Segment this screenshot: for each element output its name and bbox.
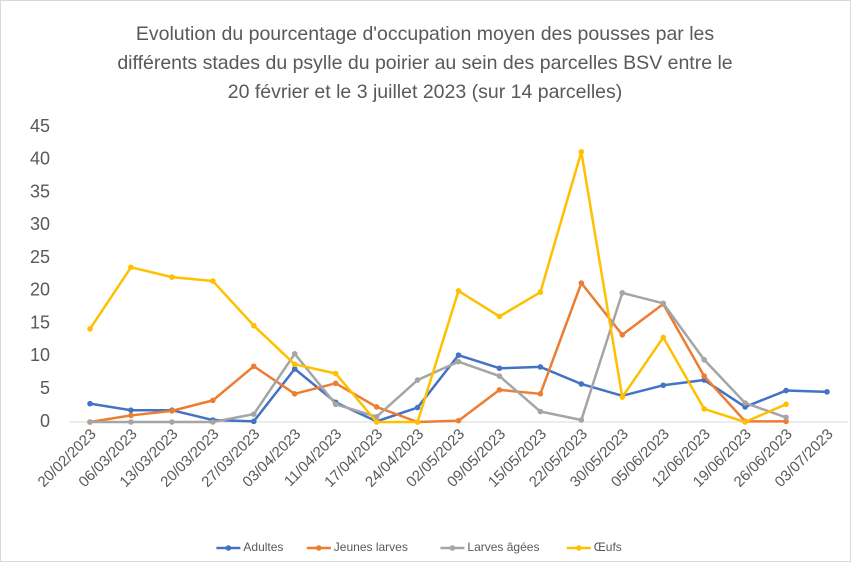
point-marker xyxy=(660,334,667,341)
point-marker xyxy=(701,356,707,363)
point-marker xyxy=(496,387,503,393)
point-marker xyxy=(537,408,544,415)
point-marker xyxy=(250,418,257,425)
point-marker xyxy=(537,364,544,370)
chart-title: différents stades du psylle du poirier a… xyxy=(117,52,732,74)
series-line xyxy=(90,291,787,424)
legend-marker xyxy=(316,545,322,551)
legend-marker xyxy=(576,545,582,551)
point-marker xyxy=(169,408,175,414)
point-marker xyxy=(291,366,298,372)
point-marker xyxy=(291,361,298,368)
legend-label: Œufs xyxy=(594,540,622,554)
y-tick-label: 10 xyxy=(30,345,50,365)
point-marker xyxy=(701,406,707,412)
y-tick-label: 30 xyxy=(30,214,50,234)
point-marker xyxy=(619,332,626,338)
point-marker xyxy=(414,377,421,383)
point-marker xyxy=(578,149,585,155)
point-marker xyxy=(87,419,93,425)
point-marker xyxy=(537,289,544,296)
y-tick-label: 20 xyxy=(30,280,50,300)
point-marker xyxy=(87,326,93,332)
y-tick-label: 40 xyxy=(30,149,50,169)
point-marker xyxy=(742,404,748,410)
chart-title: 20 février et le 3 juillet 2023 (sur 14 … xyxy=(228,81,623,103)
point-marker xyxy=(783,418,789,425)
legend-label: Larves âgées xyxy=(467,540,539,554)
point-marker xyxy=(660,300,667,307)
point-marker xyxy=(578,381,585,387)
point-marker xyxy=(496,365,503,372)
y-tick-label: 15 xyxy=(30,312,50,332)
point-marker xyxy=(210,397,216,404)
point-marker xyxy=(250,363,257,370)
y-tick-label: 25 xyxy=(30,247,50,267)
point-marker xyxy=(455,358,462,365)
legend-marker xyxy=(225,545,232,551)
point-marker xyxy=(169,419,175,425)
y-tick-label: 35 xyxy=(30,181,50,201)
point-marker xyxy=(128,407,134,414)
point-marker xyxy=(783,387,789,394)
point-marker xyxy=(373,419,380,425)
point-marker xyxy=(332,380,339,387)
point-marker xyxy=(783,401,789,408)
point-marker xyxy=(373,404,380,410)
point-marker xyxy=(414,419,421,425)
legend-label: Adultes xyxy=(243,540,283,554)
point-marker xyxy=(210,278,216,284)
series-line xyxy=(88,150,787,424)
point-marker xyxy=(210,419,216,425)
series-line xyxy=(89,281,787,424)
point-marker xyxy=(824,389,830,395)
point-marker xyxy=(250,322,257,329)
point-marker xyxy=(660,382,667,389)
point-marker xyxy=(701,373,707,379)
point-marker xyxy=(414,404,421,411)
point-marker xyxy=(578,280,585,286)
point-marker xyxy=(742,400,748,406)
point-marker xyxy=(291,391,298,397)
y-tick-label: 0 xyxy=(40,411,50,431)
point-marker xyxy=(619,290,626,296)
point-marker xyxy=(455,417,462,424)
point-marker xyxy=(291,351,298,357)
point-marker xyxy=(537,391,544,397)
legend-marker xyxy=(449,545,456,551)
point-marker xyxy=(496,313,503,320)
point-marker xyxy=(742,419,748,425)
point-marker xyxy=(169,274,175,280)
point-marker xyxy=(332,401,339,408)
point-marker xyxy=(578,417,585,423)
legend-label: Jeunes larves xyxy=(334,540,408,554)
point-marker xyxy=(619,394,626,400)
point-marker xyxy=(455,352,462,358)
point-marker xyxy=(87,400,93,407)
chart-title: Evolution du pourcentage d'occupation mo… xyxy=(136,23,715,45)
y-tick-label: 5 xyxy=(40,378,50,398)
point-marker xyxy=(783,414,789,421)
point-marker xyxy=(128,264,134,271)
point-marker xyxy=(373,413,380,420)
point-marker xyxy=(332,370,339,377)
point-marker xyxy=(496,373,503,379)
point-marker xyxy=(455,288,462,294)
point-marker xyxy=(128,419,134,425)
point-marker xyxy=(250,411,257,417)
point-marker xyxy=(128,412,134,419)
y-tick-label: 45 xyxy=(30,116,50,136)
